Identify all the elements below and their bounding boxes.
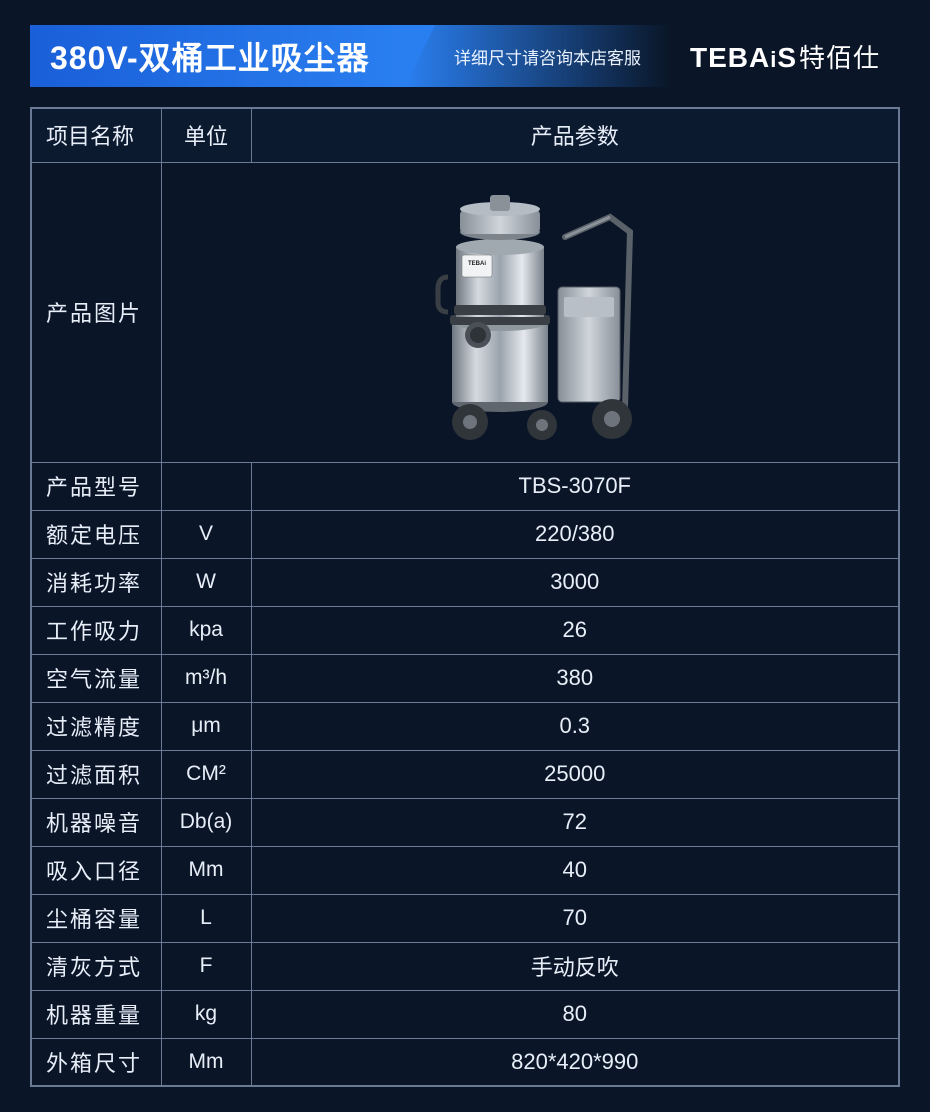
spec-name: 机器噪音 (31, 798, 161, 846)
spec-unit: kg (161, 990, 251, 1038)
product-image-icon: TEBAi (400, 177, 660, 447)
spec-value: 40 (251, 846, 899, 894)
table-row: 额定电压V220/380 (31, 510, 899, 558)
spec-name: 过滤面积 (31, 750, 161, 798)
brand-cn: 特佰仕 (799, 43, 880, 73)
spec-unit: L (161, 894, 251, 942)
brand-text: TEBAiS特佰仕 (690, 38, 880, 75)
spec-unit: CM² (161, 750, 251, 798)
spec-value: 26 (251, 606, 899, 654)
spec-value: 72 (251, 798, 899, 846)
header-title-wrap: 380V-双桶工业吸尘器 (30, 25, 405, 87)
table-row: 机器重量kg80 (31, 990, 899, 1038)
spec-value: 0.3 (251, 702, 899, 750)
col-header-name: 项目名称 (31, 108, 161, 162)
page-title: 380V-双桶工业吸尘器 (50, 33, 370, 79)
col-header-value: 产品参数 (251, 108, 899, 162)
image-row-label: 产品图片 (31, 162, 161, 462)
spec-name: 机器重量 (31, 990, 161, 1038)
header-subtitle: 详细尺寸请咨询本店客服 (434, 44, 641, 69)
spec-name: 外箱尺寸 (31, 1038, 161, 1086)
table-row: 过滤面积CM²25000 (31, 750, 899, 798)
spec-name: 空气流量 (31, 654, 161, 702)
spec-name: 清灰方式 (31, 942, 161, 990)
spec-value: 70 (251, 894, 899, 942)
spec-unit (161, 462, 251, 510)
brand-en: TEBAiS (690, 42, 797, 73)
table-row: 吸入口径Mm40 (31, 846, 899, 894)
spec-value: 820*420*990 (251, 1038, 899, 1086)
spec-name: 尘桶容量 (31, 894, 161, 942)
spec-value: TBS-3070F (251, 462, 899, 510)
table-row: 空气流量m³/h380 (31, 654, 899, 702)
spec-unit: F (161, 942, 251, 990)
spec-value: 80 (251, 990, 899, 1038)
header-banner: 380V-双桶工业吸尘器 详细尺寸请咨询本店客服 TEBAiS特佰仕 (30, 25, 900, 87)
svg-text:TEBAi: TEBAi (468, 261, 486, 267)
spec-unit: μm (161, 702, 251, 750)
spec-unit: Db(a) (161, 798, 251, 846)
spec-value: 3000 (251, 558, 899, 606)
spec-name: 吸入口径 (31, 846, 161, 894)
table-row: 清灰方式F手动反吹 (31, 942, 899, 990)
table-row: 工作吸力kpa26 (31, 606, 899, 654)
spec-value: 220/380 (251, 510, 899, 558)
product-image-cell: TEBAi (161, 162, 899, 462)
spec-unit: kpa (161, 606, 251, 654)
spec-name: 额定电压 (31, 510, 161, 558)
spec-name: 工作吸力 (31, 606, 161, 654)
spec-unit: Mm (161, 846, 251, 894)
spec-name: 产品型号 (31, 462, 161, 510)
table-row: 机器噪音Db(a)72 (31, 798, 899, 846)
spec-value: 380 (251, 654, 899, 702)
table-row: 尘桶容量L70 (31, 894, 899, 942)
table-row: 过滤精度μm0.3 (31, 702, 899, 750)
spec-name: 过滤精度 (31, 702, 161, 750)
spec-value: 25000 (251, 750, 899, 798)
header-subtitle-wrap: 详细尺寸请咨询本店客服 (405, 25, 670, 87)
table-row: 外箱尺寸Mm820*420*990 (31, 1038, 899, 1086)
spec-unit: V (161, 510, 251, 558)
spec-table: 项目名称 单位 产品参数 产品图片 (30, 107, 900, 1087)
spec-unit: Mm (161, 1038, 251, 1086)
brand-logo: TEBAiS特佰仕 (670, 25, 900, 87)
spec-value: 手动反吹 (251, 942, 899, 990)
table-header-row: 项目名称 单位 产品参数 (31, 108, 899, 162)
table-image-row: 产品图片 (31, 162, 899, 462)
spec-name: 消耗功率 (31, 558, 161, 606)
spec-unit: W (161, 558, 251, 606)
table-row: 消耗功率W3000 (31, 558, 899, 606)
col-header-unit: 单位 (161, 108, 251, 162)
table-row: 产品型号 TBS-3070F (31, 462, 899, 510)
spec-unit: m³/h (161, 654, 251, 702)
